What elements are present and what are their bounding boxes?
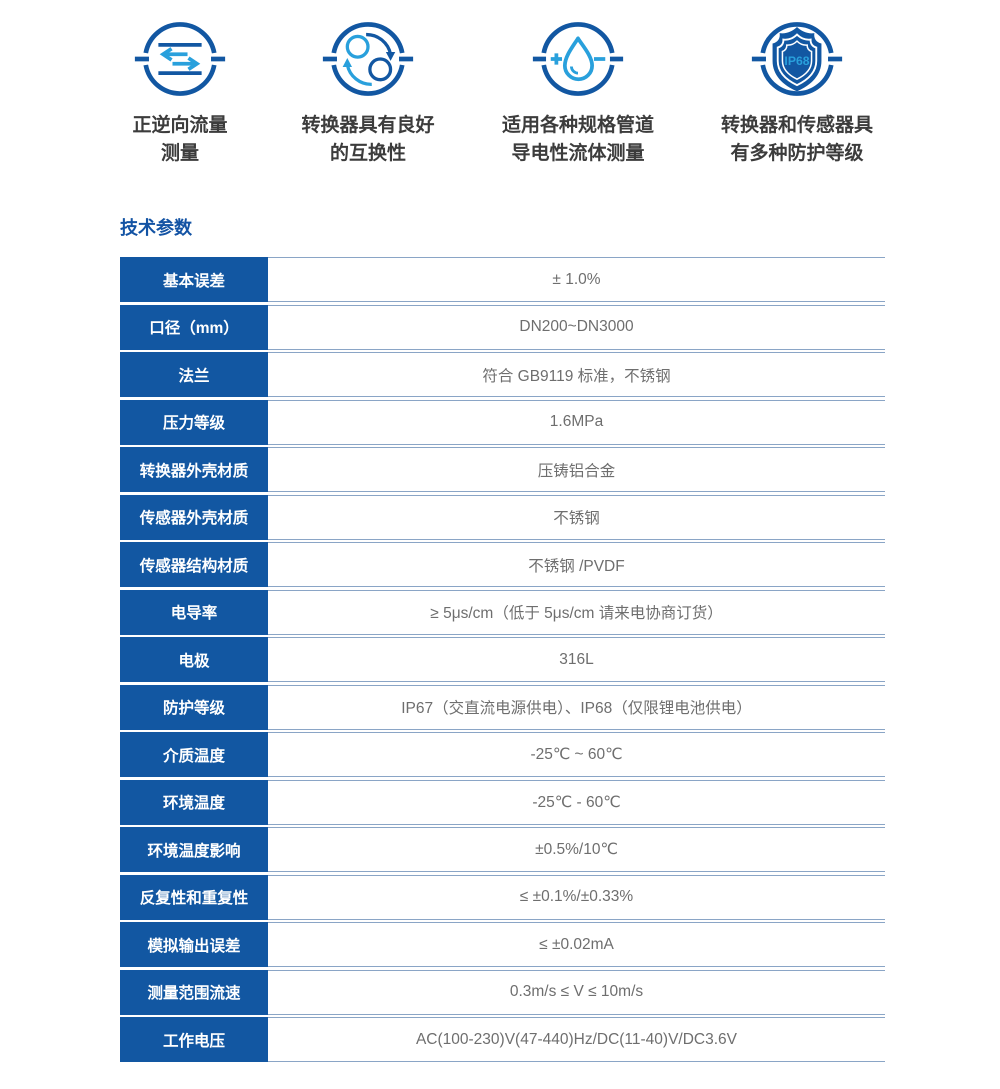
feature-label-line: 适用各种规格管道 [501,115,654,136]
param-value: 压铸铝合金 [268,447,885,492]
table-row: 电极 316L [120,637,885,682]
param-value: ≥ 5μs/cm（低于 5μs/cm 请来电协商订货） [268,589,885,635]
param-value: 316L [268,637,885,682]
param-label: 模拟输出误差 [120,922,268,967]
feature-label-line: 转换器和传感器具 [720,115,873,136]
feature-label: 转换器具有良好 的互换性 [256,112,480,168]
table-row: 压力等级 1.6MPa [120,399,885,445]
param-value: 符合 GB9119 标准，不锈钢 [268,352,885,397]
param-label: 工作电压 [120,1017,268,1062]
table-row: 传感器结构材质 不锈钢 /PVDF [120,542,885,587]
param-value: -25℃ - 60℃ [268,779,885,825]
ip68-badge-text: IP68 [784,54,809,68]
table-row: 反复性和重复性 ≤ ±0.1%/±0.33% [120,874,885,920]
conductive-fluid-icon [532,22,624,96]
param-label: 电导率 [120,589,268,635]
table-row: 口径（mm） DN200~DN3000 [120,304,885,350]
param-value: ≤ ±0.1%/±0.33% [268,874,885,920]
param-label: 传感器结构材质 [120,542,268,587]
feature-label-line: 有多种防护等级 [730,143,864,164]
table-row: 电导率 ≥ 5μs/cm（低于 5μs/cm 请来电协商订货） [120,589,885,635]
feature-label-line: 导电性流体测量 [511,143,645,164]
feature-label-line: 的互换性 [329,143,406,164]
param-value: ± 1.0% [268,257,885,302]
section-title: 技术参数 [120,218,192,238]
table-row: 防护等级 IP67（交直流电源供电）、IP68（仅限锂电池供电） [120,684,885,730]
technical-parameters-table: 基本误差 ± 1.0% 口径（mm） DN200~DN3000 法兰 符合 GB… [120,257,885,1062]
feature-label: 正逆向流量 测量 [68,112,292,168]
table-row: 工作电压 AC(100-230)V(47-440)Hz/DC(11-40)V/D… [120,1017,885,1062]
param-value: ≤ ±0.02mA [268,922,885,967]
param-label: 介质温度 [120,732,268,777]
table-row: 模拟输出误差 ≤ ±0.02mA [120,922,885,967]
table-row: 转换器外壳材质 压铸铝合金 [120,447,885,492]
param-label: 转换器外壳材质 [120,447,268,492]
param-label: 电极 [120,637,268,682]
param-label: 基本误差 [120,257,268,302]
param-value: ±0.5%/10℃ [268,827,885,872]
feature-label-line: 测量 [160,143,199,164]
param-label: 压力等级 [120,399,268,445]
feature-bidirectional-flow: 正逆向流量 测量 [68,12,292,168]
feature-label: 转换器和传感器具 有多种防护等级 [685,112,909,168]
table-row: 介质温度 -25℃ ~ 60℃ [120,732,885,777]
param-value: IP67（交直流电源供电）、IP68（仅限锂电池供电） [268,684,885,730]
feature-label: 适用各种规格管道 导电性流体测量 [466,112,690,168]
param-label: 反复性和重复性 [120,874,268,920]
protection-shield-icon: IP68 [751,22,843,96]
param-label: 环境温度影响 [120,827,268,872]
feature-conductive-fluid: 适用各种规格管道 导电性流体测量 [466,12,690,168]
table-row: 环境温度影响 ±0.5%/10℃ [120,827,885,872]
param-value: AC(100-230)V(47-440)Hz/DC(11-40)V/DC3.6V [268,1017,885,1062]
param-value: 0.3m/s ≤ V ≤ 10m/s [268,969,885,1015]
feature-row: 正逆向流量 测量 转换器具有良好 的互换性 [0,0,1000,196]
feature-label-line: 转换器具有良好 [301,115,435,136]
feature-protection-shield: IP68 转换器和传感器具 有多种防护等级 [685,12,909,168]
table-row: 环境温度 -25℃ - 60℃ [120,779,885,825]
table-row: 传感器外壳材质 不锈钢 [120,494,885,540]
feature-converter-exchange: 转换器具有良好 的互换性 [256,12,480,168]
converter-exchange-icon [322,22,414,96]
param-value: DN200~DN3000 [268,304,885,350]
feature-label-line: 正逆向流量 [132,115,228,136]
param-label: 法兰 [120,352,268,397]
param-label: 防护等级 [120,684,268,730]
param-label: 测量范围流速 [120,969,268,1015]
param-label: 口径（mm） [120,304,268,350]
param-value: 不锈钢 [268,494,885,540]
param-label: 环境温度 [120,779,268,825]
param-value: 不锈钢 /PVDF [268,542,885,587]
param-value: 1.6MPa [268,399,885,445]
table-row: 测量范围流速 0.3m/s ≤ V ≤ 10m/s [120,969,885,1015]
table-row: 法兰 符合 GB9119 标准，不锈钢 [120,352,885,397]
param-label: 传感器外壳材质 [120,494,268,540]
param-value: -25℃ ~ 60℃ [268,732,885,777]
table-row: 基本误差 ± 1.0% [120,257,885,302]
bidirectional-flow-icon [134,22,226,96]
